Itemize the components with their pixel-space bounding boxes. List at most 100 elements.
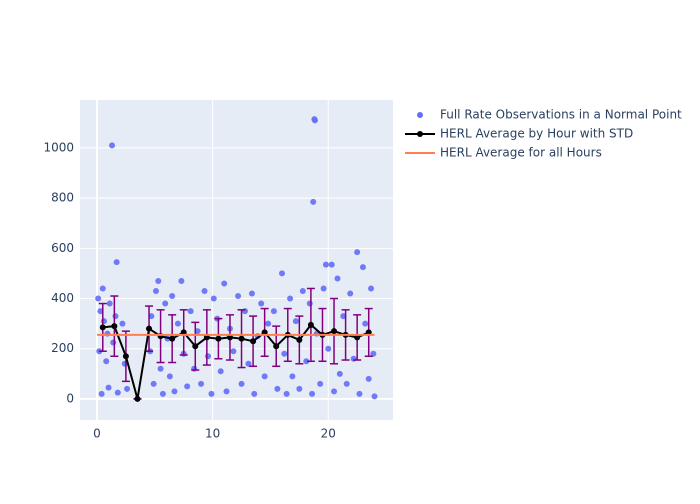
scatter-point [317, 380, 324, 387]
legend-label: Full Rate Observations in a Normal Point [440, 108, 682, 122]
scatter-point [248, 290, 255, 297]
scatter-point [370, 350, 377, 357]
scatter-point [336, 370, 343, 377]
scatter-point [340, 313, 347, 320]
scatter-point [114, 389, 121, 396]
scatter-point [343, 380, 350, 387]
scatter-point [362, 320, 369, 327]
scatter-point [235, 293, 242, 300]
scatter-point [292, 318, 299, 325]
legend-label: HERL Average for all Hours [440, 146, 602, 160]
scatter-point [187, 308, 194, 315]
scatter-point [356, 390, 363, 397]
scatter-point [251, 390, 258, 397]
line-marker [354, 334, 361, 341]
line-marker [238, 335, 245, 342]
line-marker [331, 328, 338, 335]
scatter-point [95, 295, 102, 302]
scatter-point [230, 348, 237, 355]
line-marker [365, 329, 372, 336]
scatter-point [311, 117, 318, 124]
scatter-point [155, 277, 162, 284]
plot-area [80, 100, 393, 420]
scatter-point [245, 360, 252, 367]
line-marker [307, 321, 314, 328]
scatter-point [238, 380, 245, 387]
scatter-point [99, 285, 106, 292]
scatter-point [148, 313, 155, 320]
scatter-point [258, 300, 265, 307]
line-marker [250, 338, 257, 345]
scatter-point [100, 318, 107, 325]
scatter-point [169, 293, 176, 300]
line-marker [273, 343, 280, 350]
scatter-point [289, 373, 296, 380]
scatter-point [105, 384, 112, 391]
scatter-point [166, 373, 173, 380]
line-marker [192, 343, 199, 350]
scatter-point [283, 390, 290, 397]
scatter-point [113, 259, 120, 266]
line-marker [215, 335, 222, 342]
legend-label: HERL Average by Hour with STD [440, 127, 633, 141]
y-tick-label: 400 [51, 291, 74, 305]
scatter-point [124, 385, 131, 392]
scatter-point [310, 198, 317, 205]
scatter-point [354, 249, 361, 256]
scatter-point [217, 368, 224, 375]
line-marker [261, 329, 268, 336]
x-tick-label: 10 [205, 427, 220, 441]
line-marker [226, 334, 233, 341]
scatter-point [350, 355, 357, 362]
line-marker [134, 395, 141, 402]
y-tick-label: 600 [51, 241, 74, 255]
scatter-point [270, 308, 277, 315]
scatter-point [152, 287, 159, 294]
scatter-point [306, 300, 313, 307]
scatter-point [347, 290, 354, 297]
scatter-point [371, 393, 378, 400]
scatter-point [320, 285, 327, 292]
scatter-point [325, 345, 332, 352]
scatter-point [365, 375, 372, 382]
scatter-point [274, 385, 281, 392]
line-marker [203, 334, 210, 341]
line-marker [122, 353, 129, 360]
scatter-point [287, 295, 294, 302]
legend-symbol [417, 112, 423, 118]
scatter-point [201, 287, 208, 294]
scatter-point [98, 390, 105, 397]
scatter-point [159, 390, 166, 397]
line-marker [296, 336, 303, 343]
scatter-point [359, 264, 366, 271]
scatter-point [278, 270, 285, 277]
scatter-point [322, 261, 329, 268]
scatter-point [110, 339, 117, 346]
scatter-point [97, 308, 104, 315]
scatter-point [309, 390, 316, 397]
scatter-point [191, 365, 198, 372]
scatter-point [103, 358, 110, 365]
scatter-point [368, 285, 375, 292]
scatter-point [112, 313, 119, 320]
y-tick-label: 200 [51, 341, 74, 355]
scatter-point [223, 388, 230, 395]
scatter-point [178, 277, 185, 284]
scatter-point [303, 358, 310, 365]
line-marker [146, 325, 153, 332]
scatter-point [299, 287, 306, 294]
scatter-point [328, 261, 335, 268]
y-tick-label: 800 [51, 191, 74, 205]
scatter-point [331, 388, 338, 395]
scatter-point [198, 380, 205, 387]
scatter-point [157, 365, 164, 372]
scatter-point [119, 320, 126, 327]
scatter-point [265, 320, 272, 327]
scatter-point [241, 308, 248, 315]
x-tick-label: 20 [321, 427, 336, 441]
scatter-point [106, 300, 113, 307]
legend-symbol [417, 131, 423, 137]
scatter-point [281, 350, 288, 357]
scatter-point [171, 388, 178, 395]
